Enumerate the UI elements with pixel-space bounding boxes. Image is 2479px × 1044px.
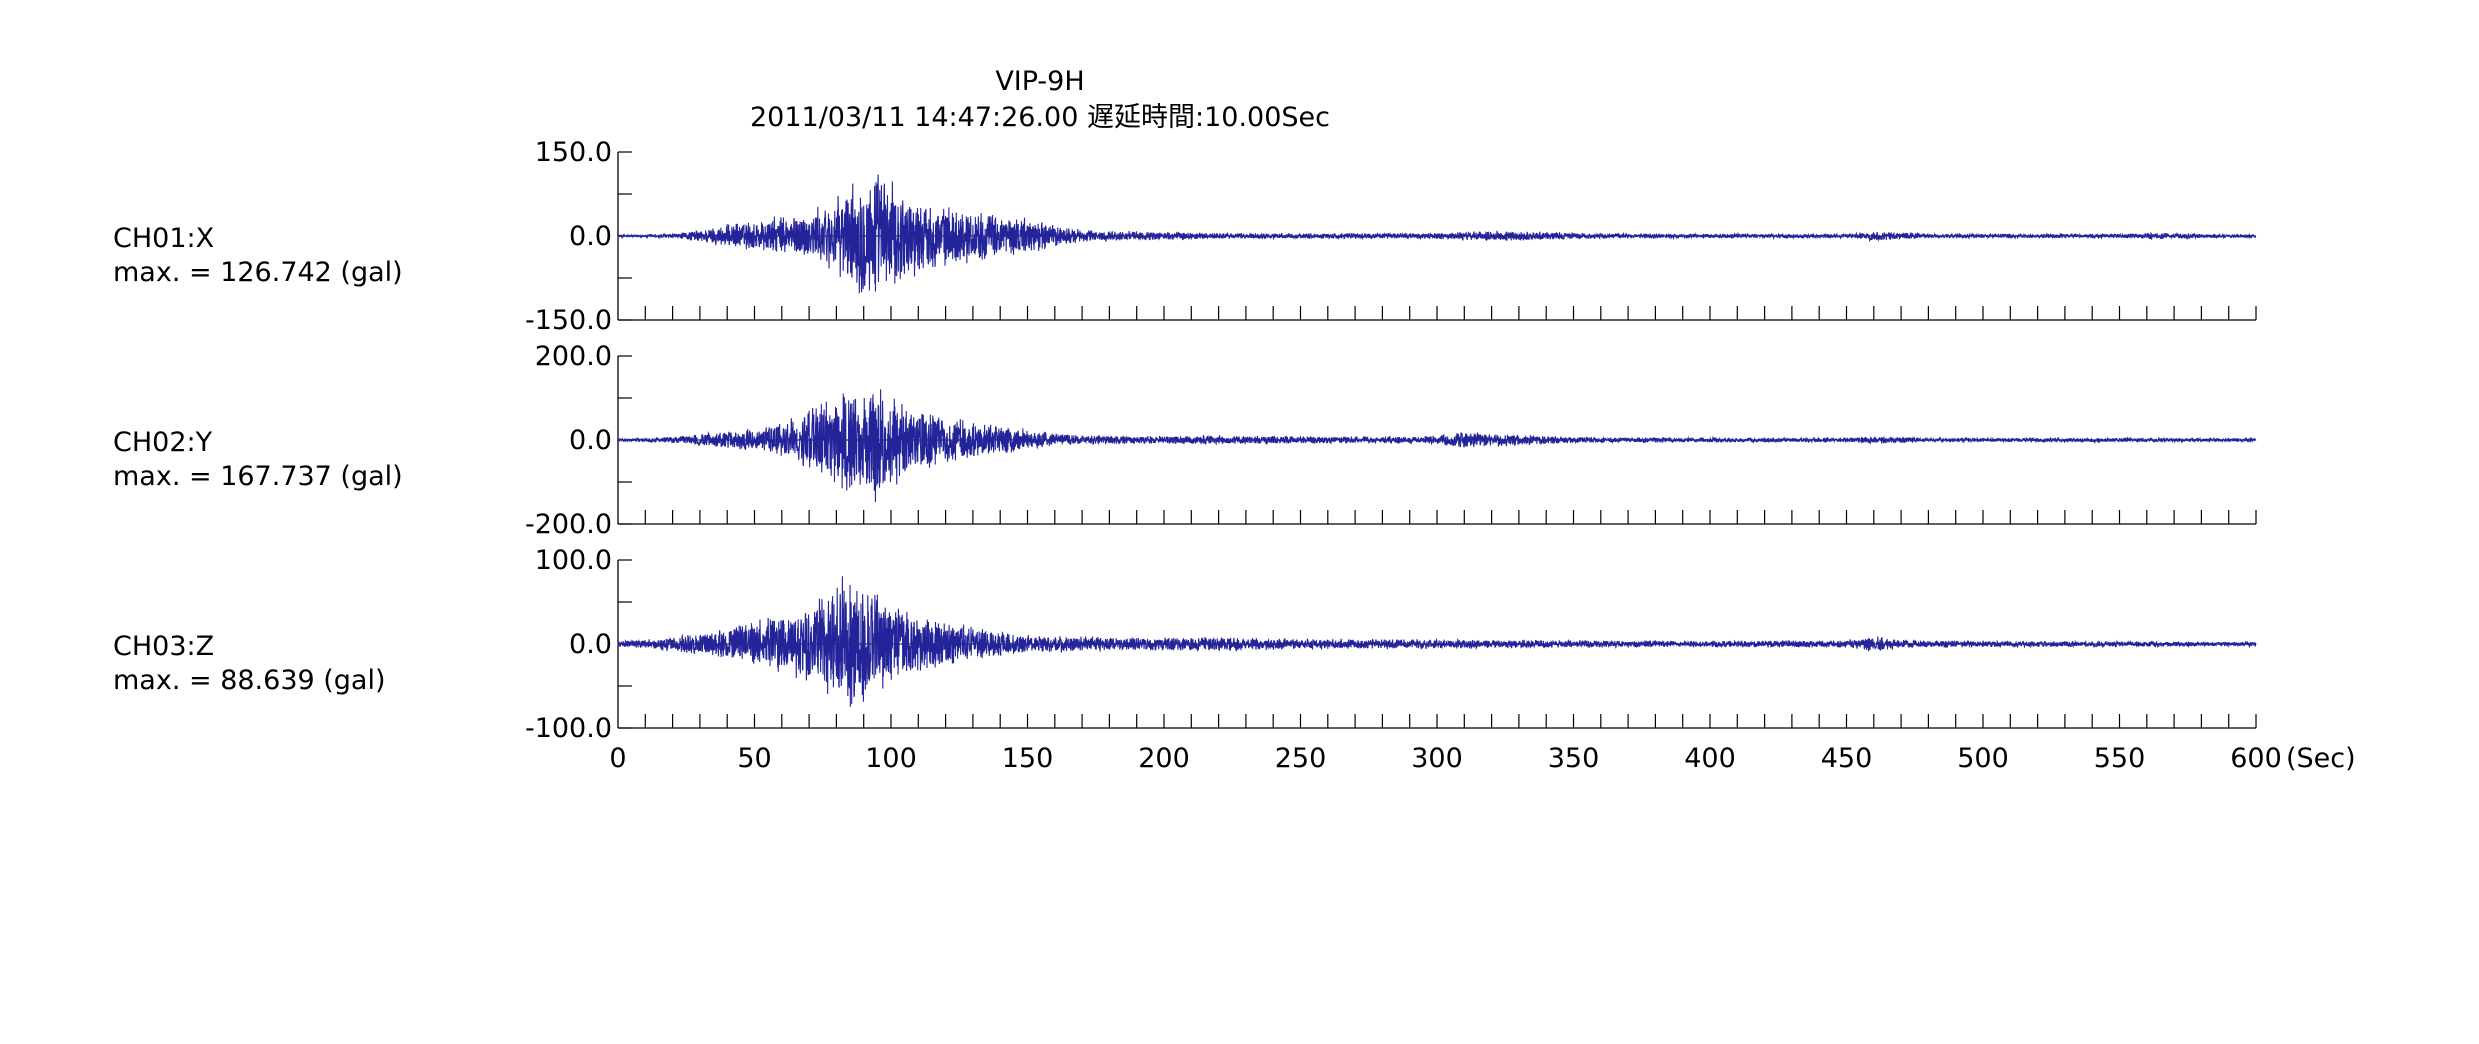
x-tick-label-200: 200 [1138, 743, 1190, 774]
x-tick-label-300: 300 [1411, 743, 1463, 774]
x-tick-label-550: 550 [2094, 743, 2146, 774]
y-tick-label-3-2: -100.0 [525, 713, 612, 744]
x-tick-label-150: 150 [1002, 743, 1054, 774]
x-tick-label-450: 450 [1821, 743, 1873, 774]
y-tick-label-3-0: 100.0 [535, 545, 612, 576]
waveform-1 [617, 174, 2257, 294]
y-tick-label-1-1: 0.0 [569, 221, 612, 252]
channel-label-2: CH02:Y max. = 167.737 (gal) [113, 426, 403, 494]
station-name: VIP-9H [995, 66, 1085, 97]
y-tick-label-2-1: 0.0 [569, 425, 612, 456]
x-tick-label-400: 400 [1684, 743, 1736, 774]
x-tick-label-500: 500 [1957, 743, 2009, 774]
x-tick-label-250: 250 [1275, 743, 1327, 774]
x-tick-label-0: 0 [609, 743, 626, 774]
channel-name-2: CH02:Y [113, 427, 213, 458]
channel-max-3: max. = 88.639 (gal) [113, 665, 386, 696]
channel-max-2: max. = 167.737 (gal) [113, 461, 403, 492]
y-tick-label-1-0: 150.0 [535, 137, 612, 168]
channel-label-3: CH03:Z max. = 88.639 (gal) [113, 630, 386, 698]
x-tick-label-600: 600 [2230, 743, 2282, 774]
waveform-2 [617, 389, 2257, 503]
channel-label-1: CH01:X max. = 126.742 (gal) [113, 222, 403, 290]
record-subtitle: 2011/03/11 14:47:26.00 遅延時間:10.00Sec [750, 102, 1330, 133]
channel-max-1: max. = 126.742 (gal) [113, 257, 403, 288]
x-tick-label-350: 350 [1548, 743, 1600, 774]
channel-name-3: CH03:Z [113, 631, 215, 662]
x-tick-label-50: 50 [737, 743, 771, 774]
y-tick-label-2-0: 200.0 [535, 341, 612, 372]
chart-title: VIP-9H 2011/03/11 14:47:26.00 遅延時間:10.00… [740, 64, 1340, 136]
waveform-3 [617, 576, 2257, 707]
y-tick-label-2-2: -200.0 [525, 509, 612, 540]
x-unit-label: (Sec) [2286, 743, 2356, 774]
x-tick-label-100: 100 [865, 743, 917, 774]
channel-name-1: CH01:X [113, 223, 215, 254]
y-tick-label-1-2: -150.0 [525, 305, 612, 336]
y-tick-label-3-1: 0.0 [569, 629, 612, 660]
